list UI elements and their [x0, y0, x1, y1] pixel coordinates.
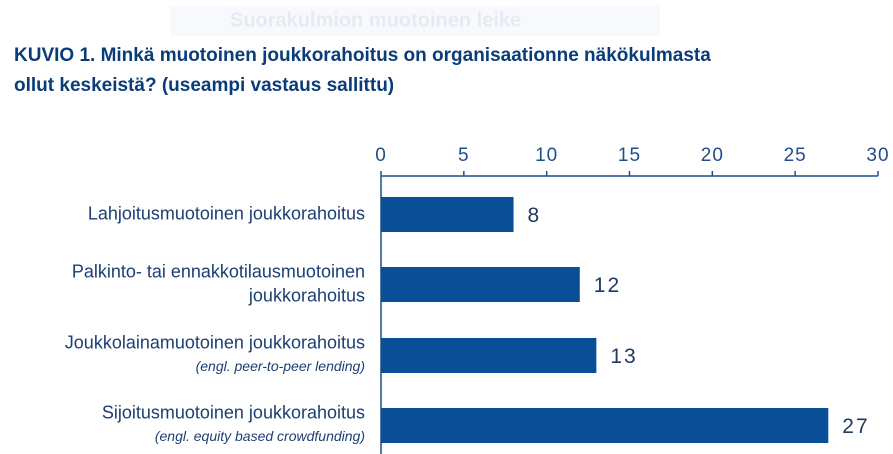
x-tick-label: 15: [618, 145, 641, 166]
chart-title: KUVIO 1. Minkä muotoinen joukkorahoitus …: [14, 45, 711, 66]
category-label: Lahjoitusmuotoinen joukkorahoitus: [88, 203, 365, 223]
category-note: (engl. peer-to-peer lending): [196, 358, 365, 374]
category-note: (engl. equity based crowdfunding): [155, 428, 365, 444]
x-tick-label: 20: [701, 145, 724, 166]
chart-title: ollut keskeistä? (useampi vastaus sallit…: [14, 75, 394, 96]
bar: [381, 338, 597, 373]
bar: [381, 267, 580, 302]
overlay-box: [170, 6, 660, 36]
value-label: 13: [610, 345, 637, 368]
category-label: Palkinto- tai ennakkotilausmuotoinen: [72, 261, 365, 281]
bar: [381, 408, 829, 443]
category-label: joukkorahoitus: [248, 285, 365, 305]
category-label: Joukkolainamuotoinen joukkorahoitus: [65, 332, 365, 352]
x-tick-label: 30: [866, 145, 889, 166]
x-tick-label: 0: [375, 145, 387, 166]
x-tick-label: 5: [458, 145, 470, 166]
x-tick-label: 10: [535, 145, 558, 166]
bar: [381, 197, 514, 232]
category-label: Sijoitusmuotoinen joukkorahoitus: [102, 402, 365, 422]
overlay-text: Suorakulmion muotoinen leike: [230, 9, 521, 31]
value-label: 12: [594, 274, 621, 297]
value-label: 8: [528, 204, 542, 227]
x-tick-label: 25: [784, 145, 807, 166]
value-label: 27: [842, 415, 869, 438]
